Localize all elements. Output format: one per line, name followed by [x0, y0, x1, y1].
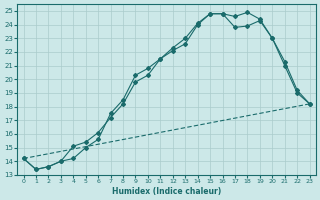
X-axis label: Humidex (Indice chaleur): Humidex (Indice chaleur)	[112, 187, 221, 196]
